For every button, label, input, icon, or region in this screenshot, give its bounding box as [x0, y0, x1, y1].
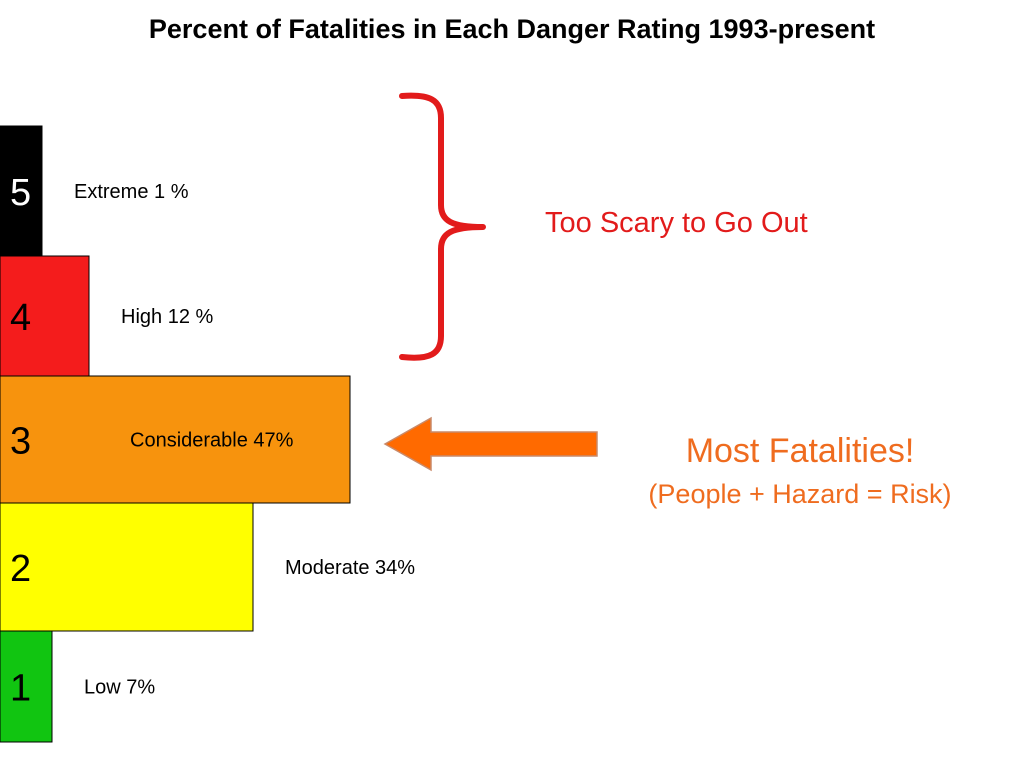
data-label-rating-5: Extreme 1 % [74, 181, 189, 203]
bar-rating-3 [0, 375, 351, 504]
data-label-rating-4: High 12 % [121, 306, 213, 328]
too-scary-callout: Too Scary to Go Out [545, 207, 808, 239]
chart-title: Percent of Fatalities in Each Danger Rat… [148, 14, 876, 44]
bar-rating-1 [0, 630, 53, 743]
risk-formula-callout: (People + Hazard = Risk) [648, 479, 952, 509]
right-curly-brace-icon [399, 92, 486, 361]
data-label-rating-1: Low 7% [84, 677, 155, 699]
rating-number-2: 2 [10, 548, 31, 590]
bars-layer: 5 Extreme 1 % 4 High 12 % 3 Considerable 47% 2… [0, 125, 415, 743]
bar-rating-5 [0, 125, 43, 257]
most-fatalities-callout: Most Fatalities! [685, 432, 915, 470]
bar-rating-4 [0, 255, 90, 377]
rating-number-3: 3 [10, 421, 31, 463]
bar-rating-2 [0, 502, 254, 632]
left-arrow-icon [383, 416, 598, 472]
rating-number-4: 4 [10, 297, 31, 339]
rating-number-1: 1 [10, 668, 31, 710]
data-label-rating-3: Considerable 47% [130, 430, 294, 452]
rating-number-5: 5 [10, 172, 31, 214]
data-label-rating-2: Moderate 34% [285, 557, 415, 579]
